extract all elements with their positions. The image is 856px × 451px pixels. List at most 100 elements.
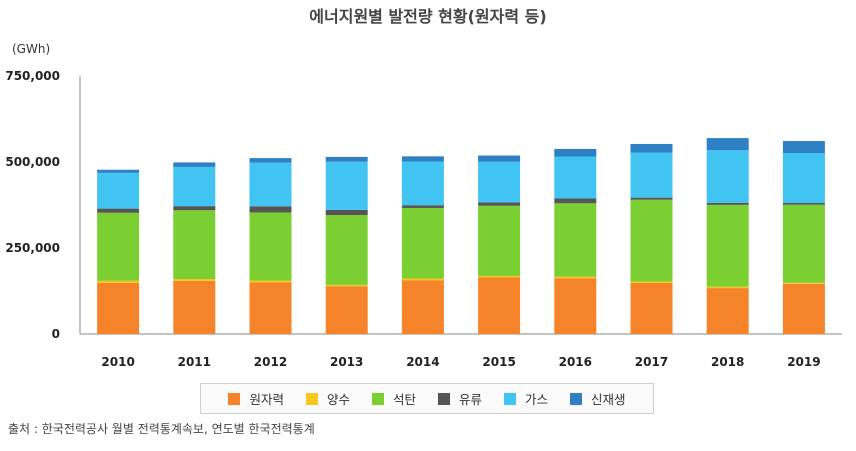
bar-segment-유류: [325, 209, 368, 216]
bar-segment-유류: [249, 206, 292, 213]
bar-segment-원자력: [478, 277, 521, 334]
bar-segment-석탄: [706, 204, 749, 287]
bar-segment-유류: [478, 202, 521, 206]
legend-swatch: [438, 392, 450, 405]
bar-segment-신재생: [173, 162, 216, 167]
legend-label: 신재생: [591, 392, 626, 407]
bar-segment-양수: [478, 275, 521, 278]
bar-segment-석탄: [97, 212, 140, 281]
bar-segment-신재생: [630, 143, 673, 153]
bar-segment-양수: [401, 278, 444, 281]
bar-segment-양수: [173, 279, 216, 281]
legend-swatch: [570, 392, 583, 405]
bar-segment-신재생: [554, 148, 597, 157]
bar-segment-석탄: [249, 212, 292, 281]
legend-label: 가스: [525, 392, 549, 407]
x-tick-label: 2010: [101, 355, 134, 369]
bar-segment-원자력: [325, 286, 368, 334]
legend-label: 석탄: [392, 392, 416, 407]
bar-segment-원자력: [401, 280, 444, 334]
legend-swatch: [228, 392, 241, 405]
legend-item: 원자력: [228, 389, 284, 408]
bar-segment-양수: [554, 276, 597, 279]
bar-segment-가스: [401, 161, 444, 206]
legend-item: 가스: [504, 389, 548, 408]
bar-segment-유류: [706, 202, 749, 205]
legend-item: 유류: [438, 389, 482, 408]
bar-segment-석탄: [782, 204, 825, 283]
bar-segment-신재생: [478, 155, 521, 162]
legend-swatch: [371, 392, 384, 405]
bar-segment-가스: [554, 156, 597, 199]
bar-segment-원자력: [782, 283, 825, 334]
legend-item: 양수: [305, 389, 350, 408]
bar-group-2010: [97, 169, 140, 334]
x-tick-label: 2016: [559, 355, 592, 369]
x-tick-label: 2015: [482, 355, 515, 369]
bar-segment-석탄: [630, 199, 673, 282]
x-tick-label: 2013: [330, 355, 363, 369]
bar-segment-유류: [401, 205, 444, 208]
x-tick-label: 2014: [406, 355, 439, 369]
bar-segment-석탄: [401, 207, 444, 279]
bar-segment-원자력: [554, 278, 597, 334]
bar-segment-신재생: [97, 169, 140, 173]
x-tick-label: 2019: [787, 355, 820, 369]
y-tick-label: 250,000: [5, 241, 60, 255]
x-tick-label: 2011: [178, 355, 211, 369]
x-tick-label: 2018: [711, 355, 744, 369]
bar-segment-가스: [325, 161, 368, 210]
bar-segment-신재생: [782, 141, 825, 154]
bar-segment-양수: [249, 280, 292, 283]
bar-group-2014: [401, 156, 444, 334]
bar-group-2013: [325, 156, 368, 334]
bar-segment-양수: [97, 280, 140, 283]
legend-label: 양수: [326, 392, 350, 407]
bar-segment-석탄: [478, 205, 521, 276]
bar-segment-유류: [554, 198, 597, 204]
legend-swatch: [305, 392, 318, 405]
bar-segment-원자력: [630, 282, 673, 334]
bar-segment-가스: [478, 161, 521, 203]
bar-segment-신재생: [325, 156, 368, 162]
bar-group-2016: [554, 148, 597, 334]
bars: [97, 138, 825, 334]
bar-segment-유류: [782, 202, 825, 205]
bar-segment-유류: [97, 208, 140, 213]
bar-segment-신재생: [401, 156, 444, 162]
legend-label: 유류: [459, 392, 483, 407]
legend-item: 신재생: [570, 389, 626, 408]
legend: 원자력 양수 석탄 유류 가스 신재생: [200, 383, 654, 414]
legend-label: 원자력: [249, 392, 284, 407]
bar-segment-양수: [325, 284, 368, 287]
bar-group-2012: [249, 158, 292, 334]
bar-segment-석탄: [325, 215, 368, 285]
source-note: 출처 : 한국전력공사 월별 전력통계속보, 연도별 한국전력통계: [8, 422, 315, 436]
bar-segment-양수: [782, 282, 825, 284]
bar-segment-신재생: [706, 138, 749, 151]
bar-group-2017: [630, 143, 673, 334]
bar-segment-양수: [630, 281, 673, 283]
bar-segment-원자력: [173, 280, 216, 334]
bar-group-2011: [173, 162, 216, 334]
y-axis-ticks: 0 250,000 500,000 750,000: [5, 69, 60, 341]
bar-segment-유류: [630, 197, 673, 200]
bar-group-2019: [782, 141, 825, 334]
y-tick-label: 500,000: [5, 155, 60, 169]
bar-group-2015: [478, 155, 521, 334]
legend-swatch: [504, 392, 517, 405]
bar-group-2018: [706, 138, 749, 334]
bar-segment-가스: [249, 162, 292, 207]
x-tick-label: 2017: [635, 355, 668, 369]
bar-segment-가스: [97, 172, 140, 209]
bar-segment-원자력: [97, 282, 140, 334]
x-axis-ticks: 2010 2011 2012 2013 2014 2015 2016 2017 2018 2019: [101, 355, 820, 369]
bar-segment-가스: [630, 152, 673, 198]
bar-segment-가스: [173, 166, 216, 207]
y-tick-label: 0: [52, 327, 60, 341]
y-tick-label: 750,000: [5, 69, 60, 83]
bar-segment-가스: [782, 153, 825, 203]
bar-segment-유류: [173, 206, 216, 211]
x-tick-label: 2012: [254, 355, 287, 369]
